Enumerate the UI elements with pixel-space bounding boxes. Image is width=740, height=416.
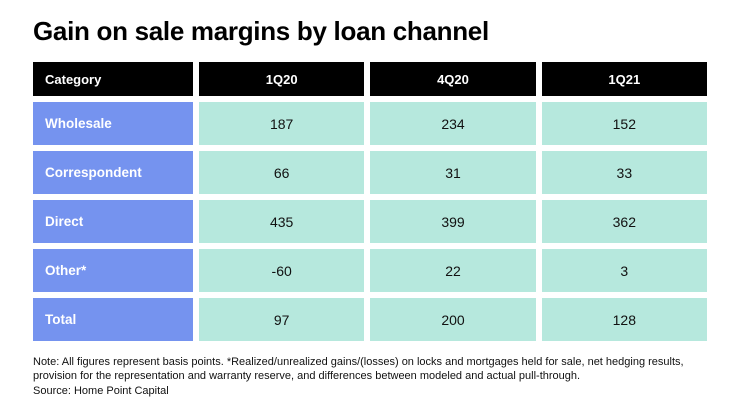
cell-wholesale-4q20: 234: [370, 102, 536, 145]
cell-total-4q20: 200: [370, 298, 536, 341]
cell-total-1q21: 128: [541, 298, 707, 341]
row-label-correspondent: Correspondent: [33, 151, 193, 194]
row-label-other: Other*: [33, 249, 193, 292]
note-text: Note: All figures represent basis points…: [33, 356, 684, 383]
cell-direct-4q20: 399: [370, 200, 536, 243]
cell-other-1q20: -60: [199, 249, 365, 292]
column-header-category: Category: [33, 62, 193, 96]
cell-wholesale-1q20: 187: [199, 102, 365, 145]
cell-correspondent-4q20: 31: [370, 151, 536, 194]
footnotes: Note: All figures represent basis points…: [33, 355, 707, 398]
cell-wholesale-1q21: 152: [541, 102, 707, 145]
cell-total-1q20: 97: [199, 298, 365, 341]
column-header-1q21: 1Q21: [541, 62, 707, 96]
source-text: Source: Home Point Capital: [33, 384, 169, 397]
data-table: Category 1Q20 4Q20 1Q21 Wholesale 187 23…: [33, 62, 707, 341]
page-title: Gain on sale margins by loan channel: [33, 16, 489, 46]
cell-correspondent-1q21: 33: [541, 151, 707, 194]
cell-other-4q20: 22: [370, 249, 536, 292]
column-header-4q20: 4Q20: [370, 62, 536, 96]
row-label-direct: Direct: [33, 200, 193, 243]
column-header-1q20: 1Q20: [199, 62, 365, 96]
cell-direct-1q20: 435: [199, 200, 365, 243]
cell-direct-1q21: 362: [541, 200, 707, 243]
cell-correspondent-1q20: 66: [199, 151, 365, 194]
row-label-total: Total: [33, 298, 193, 341]
cell-other-1q21: 3: [541, 249, 707, 292]
row-label-wholesale: Wholesale: [33, 102, 193, 145]
